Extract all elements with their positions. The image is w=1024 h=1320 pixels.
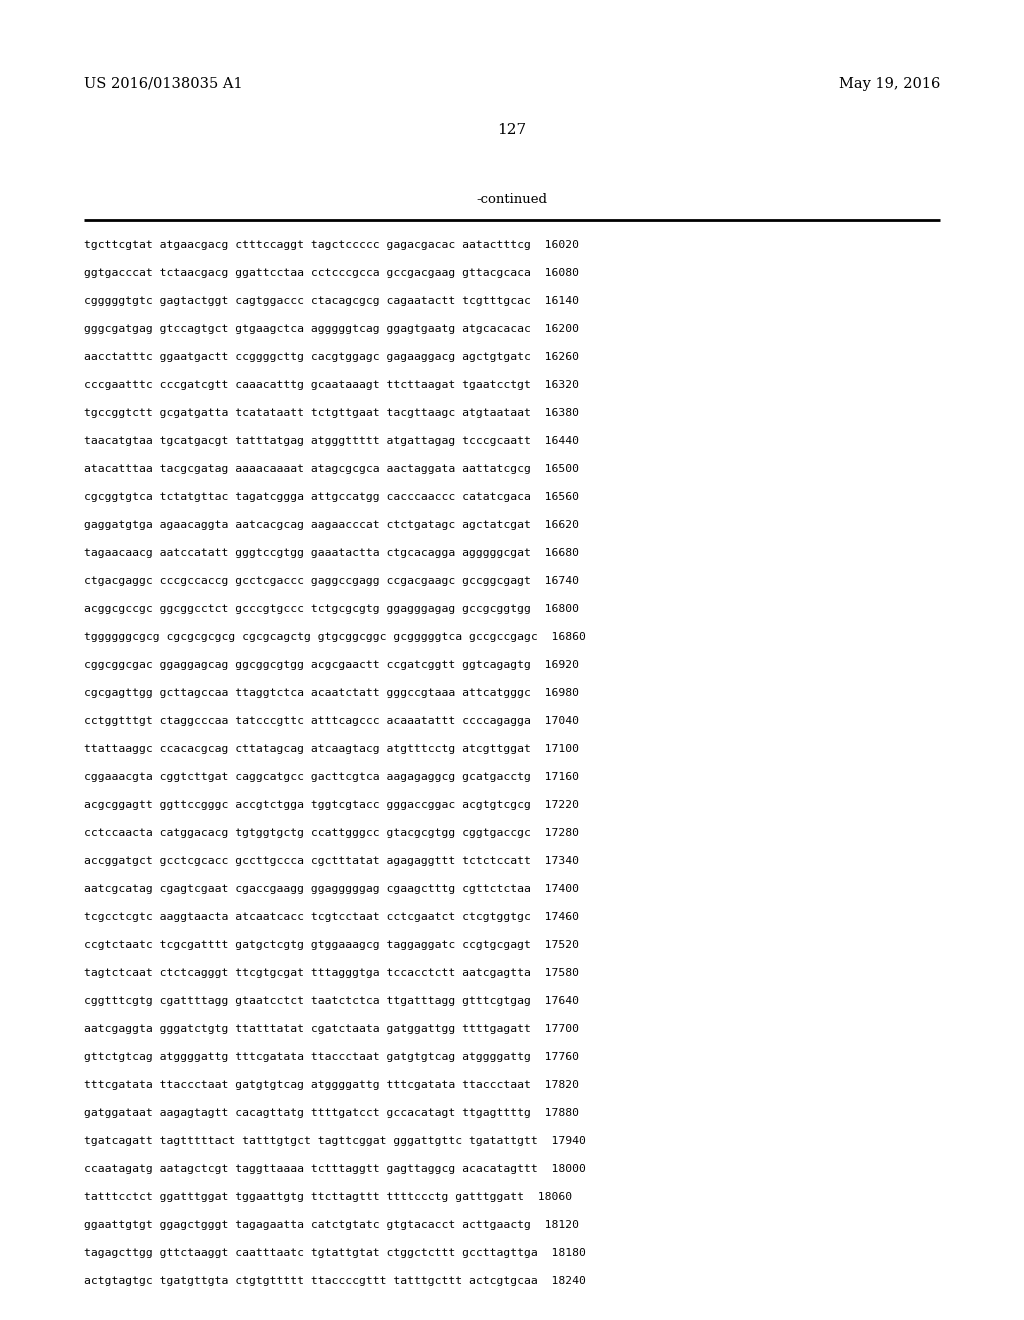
Text: cccgaatttc cccgatcgtt caaacatttg gcaataaagt ttcttaagat tgaatcctgt  16320: cccgaatttc cccgatcgtt caaacatttg gcaataa… <box>84 380 579 391</box>
Text: ggaattgtgt ggagctgggt tagagaatta catctgtatc gtgtacacct acttgaactg  18120: ggaattgtgt ggagctgggt tagagaatta catctgt… <box>84 1220 579 1230</box>
Text: tatttcctct ggatttggat tggaattgtg ttcttagttt ttttccctg gatttggatt  18060: tatttcctct ggatttggat tggaattgtg ttcttag… <box>84 1192 572 1201</box>
Text: tcgcctcgtc aaggtaacta atcaatcacc tcgtcctaat cctcgaatct ctcgtggtgc  17460: tcgcctcgtc aaggtaacta atcaatcacc tcgtcct… <box>84 912 579 921</box>
Text: cggcggcgac ggaggagcag ggcggcgtgg acgcgaactt ccgatcggtt ggtcagagtg  16920: cggcggcgac ggaggagcag ggcggcgtgg acgcgaa… <box>84 660 579 671</box>
Text: tgcttcgtat atgaacgacg ctttccaggt tagctccccc gagacgacac aatactttcg  16020: tgcttcgtat atgaacgacg ctttccaggt tagctcc… <box>84 240 579 251</box>
Text: tagaacaacg aatccatatt gggtccgtgg gaaatactta ctgcacagga agggggcgat  16680: tagaacaacg aatccatatt gggtccgtgg gaaatac… <box>84 548 579 558</box>
Text: May 19, 2016: May 19, 2016 <box>839 77 940 91</box>
Text: gggcgatgag gtccagtgct gtgaagctca agggggtcag ggagtgaatg atgcacacac  16200: gggcgatgag gtccagtgct gtgaagctca agggggt… <box>84 325 579 334</box>
Text: tgatcagatt tagtttttact tatttgtgct tagttcggat gggattgttc tgatattgtt  17940: tgatcagatt tagtttttact tatttgtgct tagttc… <box>84 1135 586 1146</box>
Text: accggatgct gcctcgcacc gccttgccca cgctttatat agagaggttt tctctccatt  17340: accggatgct gcctcgcacc gccttgccca cgcttta… <box>84 855 579 866</box>
Text: tagagcttgg gttctaaggt caatttaatc tgtattgtat ctggctcttt gccttagttga  18180: tagagcttgg gttctaaggt caatttaatc tgtattg… <box>84 1247 586 1258</box>
Text: 127: 127 <box>498 123 526 137</box>
Text: cgcgagttgg gcttagccaa ttaggtctca acaatctatt gggccgtaaa attcatgggc  16980: cgcgagttgg gcttagccaa ttaggtctca acaatct… <box>84 688 579 698</box>
Text: tagtctcaat ctctcagggt ttcgtgcgat tttagggtga tccacctctt aatcgagtta  17580: tagtctcaat ctctcagggt ttcgtgcgat tttaggg… <box>84 968 579 978</box>
Text: aatcgaggta gggatctgtg ttatttatat cgatctaata gatggattgg ttttgagatt  17700: aatcgaggta gggatctgtg ttatttatat cgatcta… <box>84 1024 579 1034</box>
Text: cgcggtgtca tctatgttac tagatcggga attgccatgg cacccaaccc catatcgaca  16560: cgcggtgtca tctatgttac tagatcggga attgcca… <box>84 492 579 502</box>
Text: ggtgacccat tctaacgacg ggattcctaa cctcccgcca gccgacgaag gttacgcaca  16080: ggtgacccat tctaacgacg ggattcctaa cctcccg… <box>84 268 579 279</box>
Text: cgggggtgtc gagtactggt cagtggaccc ctacagcgcg cagaatactt tcgtttgcac  16140: cgggggtgtc gagtactggt cagtggaccc ctacagc… <box>84 296 579 306</box>
Text: cggtttcgtg cgattttagg gtaatcctct taatctctca ttgatttagg gtttcgtgag  17640: cggtttcgtg cgattttagg gtaatcctct taatctc… <box>84 995 579 1006</box>
Text: ttattaaggc ccacacgcag cttatagcag atcaagtacg atgtttcctg atcgttggat  17100: ttattaaggc ccacacgcag cttatagcag atcaagt… <box>84 744 579 754</box>
Text: aacctatttc ggaatgactt ccggggcttg cacgtggagc gagaaggacg agctgtgatc  16260: aacctatttc ggaatgactt ccggggcttg cacgtgg… <box>84 352 579 362</box>
Text: tggggggcgcg cgcgcgcgcg cgcgcagctg gtgcggcggc gcgggggtca gccgccgagc  16860: tggggggcgcg cgcgcgcgcg cgcgcagctg gtgcgg… <box>84 632 586 642</box>
Text: gatggataat aagagtagtt cacagttatg ttttgatcct gccacatagt ttgagttttg  17880: gatggataat aagagtagtt cacagttatg ttttgat… <box>84 1107 579 1118</box>
Text: US 2016/0138035 A1: US 2016/0138035 A1 <box>84 77 243 91</box>
Text: cctggtttgt ctaggcccaa tatcccgttc atttcagccc acaaatattt ccccagagga  17040: cctggtttgt ctaggcccaa tatcccgttc atttcag… <box>84 715 579 726</box>
Text: gaggatgtga agaacaggta aatcacgcag aagaacccat ctctgatagc agctatcgat  16620: gaggatgtga agaacaggta aatcacgcag aagaacc… <box>84 520 579 531</box>
Text: actgtagtgc tgatgttgta ctgtgttttt ttaccccgttt tatttgcttt actcgtgcaa  18240: actgtagtgc tgatgttgta ctgtgttttt ttacccc… <box>84 1275 586 1286</box>
Text: acgcggagtt ggttccgggc accgtctgga tggtcgtacc gggaccggac acgtgtcgcg  17220: acgcggagtt ggttccgggc accgtctgga tggtcgt… <box>84 800 579 810</box>
Text: cggaaacgta cggtcttgat caggcatgcc gacttcgtca aagagaggcg gcatgacctg  17160: cggaaacgta cggtcttgat caggcatgcc gacttcg… <box>84 772 579 781</box>
Text: ctgacgaggc cccgccaccg gcctcgaccc gaggccgagg ccgacgaagc gccggcgagt  16740: ctgacgaggc cccgccaccg gcctcgaccc gaggccg… <box>84 576 579 586</box>
Text: cctccaacta catggacacg tgtggtgctg ccattgggcc gtacgcgtgg cggtgaccgc  17280: cctccaacta catggacacg tgtggtgctg ccattgg… <box>84 828 579 838</box>
Text: ccaatagatg aatagctcgt taggttaaaa tctttaggtt gagttaggcg acacatagttt  18000: ccaatagatg aatagctcgt taggttaaaa tctttag… <box>84 1164 586 1173</box>
Text: aatcgcatag cgagtcgaat cgaccgaagg ggagggggag cgaagctttg cgttctctaa  17400: aatcgcatag cgagtcgaat cgaccgaagg ggagggg… <box>84 884 579 894</box>
Text: ccgtctaatc tcgcgatttt gatgctcgtg gtggaaagcg taggaggatc ccgtgcgagt  17520: ccgtctaatc tcgcgatttt gatgctcgtg gtggaaa… <box>84 940 579 950</box>
Text: gttctgtcag atggggattg tttcgatata ttaccctaat gatgtgtcag atggggattg  17760: gttctgtcag atggggattg tttcgatata ttaccct… <box>84 1052 579 1061</box>
Text: tttcgatata ttaccctaat gatgtgtcag atggggattg tttcgatata ttaccctaat  17820: tttcgatata ttaccctaat gatgtgtcag atgggga… <box>84 1080 579 1090</box>
Text: -continued: -continued <box>476 194 548 206</box>
Text: atacatttaa tacgcgatag aaaacaaaat atagcgcgca aactaggata aattatcgcg  16500: atacatttaa tacgcgatag aaaacaaaat atagcgc… <box>84 465 579 474</box>
Text: taacatgtaa tgcatgacgt tatttatgag atgggttttt atgattagag tcccgcaatt  16440: taacatgtaa tgcatgacgt tatttatgag atgggtt… <box>84 436 579 446</box>
Text: acggcgccgc ggcggcctct gcccgtgccc tctgcgcgtg ggagggagag gccgcggtgg  16800: acggcgccgc ggcggcctct gcccgtgccc tctgcgc… <box>84 605 579 614</box>
Text: tgccggtctt gcgatgatta tcatataatt tctgttgaat tacgttaagc atgtaataat  16380: tgccggtctt gcgatgatta tcatataatt tctgttg… <box>84 408 579 418</box>
